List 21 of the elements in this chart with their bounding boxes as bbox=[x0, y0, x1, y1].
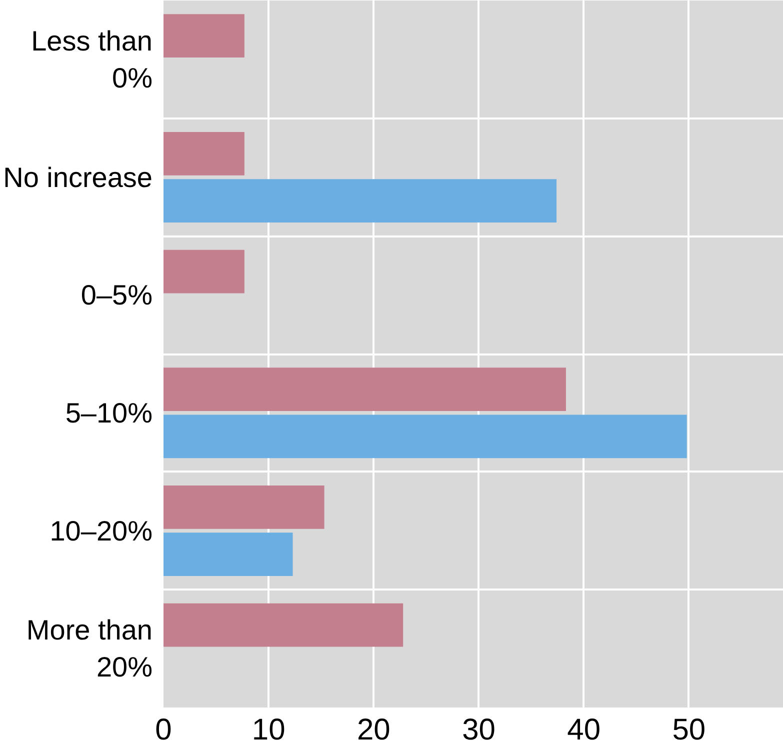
bar bbox=[164, 179, 557, 222]
bar bbox=[164, 486, 324, 529]
y-tick-label: 0–5% bbox=[80, 280, 153, 311]
x-tick-label: 0 bbox=[155, 714, 172, 742]
y-tick-label: Less than 0% bbox=[31, 25, 152, 94]
x-tick-label: 20 bbox=[356, 714, 390, 742]
bar bbox=[164, 14, 244, 58]
bar bbox=[164, 414, 687, 458]
x-tick-label: 10 bbox=[252, 714, 286, 742]
bar bbox=[164, 532, 293, 576]
y-tick-label: No increase bbox=[3, 162, 152, 193]
bar bbox=[164, 132, 244, 176]
x-tick-label: 50 bbox=[672, 714, 706, 742]
x-tick-label: 30 bbox=[462, 714, 496, 742]
y-tick-label: 10–20% bbox=[50, 515, 153, 546]
y-tick-label: 5–10% bbox=[65, 397, 152, 428]
y-tick-label: More than 20% bbox=[26, 614, 153, 683]
x-tick-label: 40 bbox=[567, 714, 601, 742]
bar bbox=[164, 368, 566, 412]
bar bbox=[164, 250, 244, 294]
bar bbox=[164, 603, 404, 647]
